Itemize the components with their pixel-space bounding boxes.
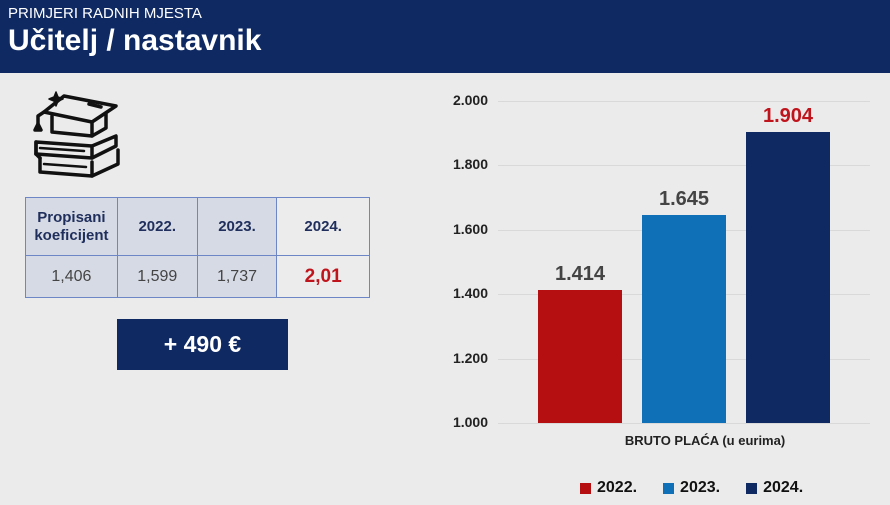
salary-increase-badge: + 490 € <box>117 319 288 370</box>
table-header-cell: 2023. <box>196 197 278 256</box>
section-kicker: PRIMJERI RADNIH MJESTA <box>8 5 202 22</box>
y-tick-label: 1.400 <box>452 285 488 302</box>
gridline <box>498 423 870 424</box>
table-header-cell: 2024. <box>276 197 370 256</box>
gridline <box>498 101 870 102</box>
legend-swatch <box>580 482 591 494</box>
y-tick-label: 1.200 <box>452 349 488 366</box>
legend-swatch <box>663 482 675 494</box>
legend-item: 2024. <box>746 479 803 497</box>
legend-item: 2022. <box>580 479 637 497</box>
bar-value-label: 1.414 <box>554 262 606 285</box>
legend-swatch <box>746 482 758 494</box>
y-tick-label: 1.600 <box>452 220 488 237</box>
header-banner: PRIMJERI RADNIH MJESTA Učitelj / nastavn… <box>0 0 890 73</box>
gridline <box>498 165 870 167</box>
bar-2023 <box>642 215 726 423</box>
x-axis-label: BRUTO PLAĆA (u eurima) <box>624 433 786 448</box>
salary-bar-chart: 2.000 1.800 1.600 1.400 1.200 1.000 1.414 1.64… <box>420 85 890 505</box>
table-cell-highlight: 2,01 <box>276 255 370 298</box>
legend-label: 2023. <box>680 479 721 496</box>
table-header-cell: Propisani koeficijent <box>25 197 118 256</box>
legend-label: 2024. <box>763 479 804 496</box>
chart-legend: 2022. 2023. 2024. <box>580 479 803 497</box>
bar-value-label: 1.645 <box>658 188 710 211</box>
table-cell: 1,406 <box>25 255 118 298</box>
page-title: Učitelj / nastavnik <box>8 24 262 57</box>
legend-label: 2022. <box>597 479 638 496</box>
table-header-cell: 2022. <box>116 197 198 256</box>
bar-value-label: 1.904 <box>762 104 814 127</box>
bar-2022 <box>538 289 622 423</box>
table-cell: 1,737 <box>196 255 278 298</box>
y-tick-label: 1.000 <box>452 414 488 430</box>
table-cell: 1,599 <box>116 255 198 298</box>
bar-2024 <box>746 131 830 423</box>
table-row: 1,406 1,599 1,737 2,01 <box>25 255 370 298</box>
legend-item: 2023. <box>663 479 720 497</box>
table-header-row: Propisani koeficijent 2022. 2023. 2024. <box>25 197 370 256</box>
y-tick-label: 2.000 <box>452 92 488 108</box>
graduation-cap-books-icon <box>26 86 126 186</box>
coefficient-table: Propisani koeficijent 2022. 2023. 2024. … <box>25 197 370 298</box>
y-tick-label: 1.800 <box>452 156 488 173</box>
